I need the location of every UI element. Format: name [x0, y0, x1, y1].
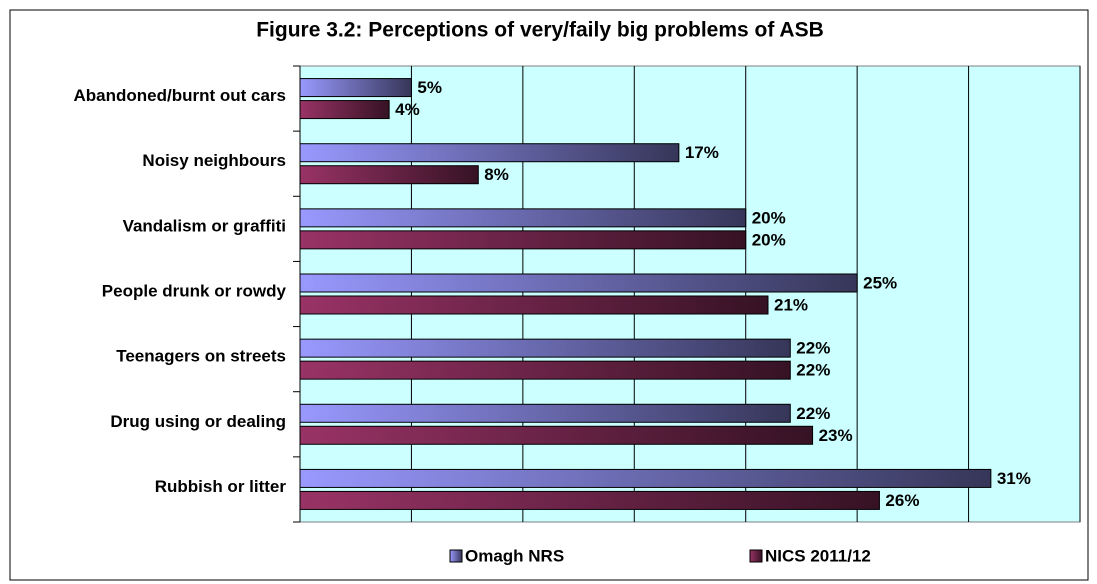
bar	[299, 403, 791, 423]
data-label: 4%	[395, 100, 420, 119]
bar	[299, 143, 680, 163]
data-label: 22%	[796, 339, 830, 358]
data-label: 17%	[685, 143, 719, 162]
bar	[299, 100, 390, 120]
bar	[299, 165, 479, 185]
data-label: 26%	[885, 491, 919, 510]
legend-swatch	[749, 549, 763, 563]
y-tick-label: Drug using or dealing	[110, 412, 286, 431]
chart-title: Figure 3.2: Perceptions of very/faily bi…	[256, 19, 824, 42]
y-tick-label: Rubbish or litter	[155, 477, 287, 496]
legend-label: Omagh NRS	[465, 546, 564, 565]
y-tick-label: People drunk or rowdy	[102, 281, 287, 300]
bar	[299, 425, 814, 445]
data-label: 5%	[417, 78, 442, 97]
bar	[299, 273, 858, 293]
y-tick-label: Abandoned/burnt out cars	[74, 86, 287, 105]
y-tick-label: Noisy neighbours	[142, 151, 286, 170]
plot-area	[299, 65, 1081, 523]
data-label: 31%	[997, 469, 1031, 488]
data-label: 22%	[796, 361, 830, 380]
y-tick-label: Vandalism or graffiti	[123, 216, 286, 235]
data-label: 8%	[484, 165, 509, 184]
legend-label: NICS 2011/12	[765, 546, 871, 565]
bar	[299, 468, 992, 488]
bar	[299, 208, 747, 228]
legend-swatch	[449, 549, 463, 563]
data-label: 20%	[752, 230, 786, 249]
bar	[299, 338, 791, 358]
data-label: 20%	[752, 208, 786, 227]
y-tick-label: Teenagers on streets	[116, 347, 286, 366]
bar	[299, 78, 412, 98]
bar	[299, 230, 747, 250]
bar	[299, 295, 769, 315]
data-label: 22%	[796, 404, 830, 423]
bar	[299, 360, 791, 380]
data-label: 21%	[774, 295, 808, 314]
data-label: 23%	[819, 426, 853, 445]
bar	[299, 490, 880, 510]
data-label: 25%	[863, 273, 897, 292]
